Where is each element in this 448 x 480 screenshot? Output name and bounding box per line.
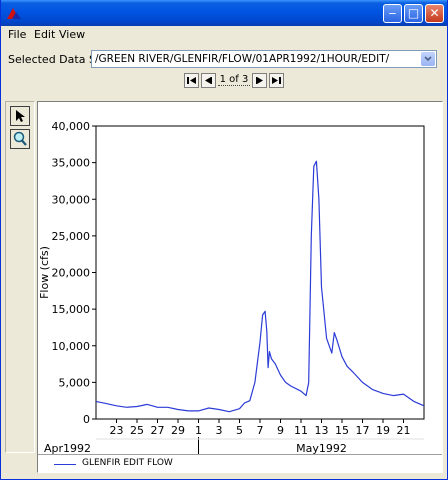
previous-page-icon bbox=[205, 77, 212, 84]
last-page-icon bbox=[272, 77, 281, 84]
dataset-select[interactable]: /GREEN RIVER/GLENFIR/FLOW/01APR1992/1HOU… bbox=[91, 50, 437, 68]
x-tick-label: 25 bbox=[130, 424, 144, 437]
tool-strip bbox=[5, 101, 35, 453]
page-indicator: 1 of 3 bbox=[218, 74, 250, 86]
zoom-tool-button[interactable] bbox=[10, 129, 30, 149]
y-tick-label: 40,000 bbox=[52, 120, 91, 133]
y-tick-label: 0 bbox=[83, 413, 90, 426]
x-tick-label: 13 bbox=[315, 424, 329, 437]
x-tick-label: 11 bbox=[294, 424, 308, 437]
minimize-button[interactable]: ‒ bbox=[383, 4, 402, 23]
x-tick-label: 1 bbox=[195, 424, 202, 437]
y-tick-label: 5,000 bbox=[59, 376, 91, 389]
x-tick-label: 21 bbox=[397, 424, 411, 437]
cursor-arrow-icon bbox=[16, 110, 25, 122]
x-tick-label: 7 bbox=[257, 424, 264, 437]
y-tick-label: 30,000 bbox=[52, 193, 91, 206]
menu-file[interactable]: File bbox=[8, 28, 27, 41]
y-tick-label: 15,000 bbox=[52, 303, 91, 316]
first-page-button[interactable] bbox=[184, 73, 199, 88]
chart: 0 5,000 10,000 15,000 20,000 25,000 30,000 35,0… bbox=[38, 120, 425, 454]
dataset-value: /GREEN RIVER/GLENFIR/FLOW/01APR1992/1HOU… bbox=[95, 53, 390, 65]
x-tick-label: 3 bbox=[216, 424, 223, 437]
minimize-icon: ‒ bbox=[388, 6, 397, 20]
legend-label: GLENFIR EDIT FLOW bbox=[82, 458, 173, 468]
app-logo-icon bbox=[7, 8, 21, 19]
y-tick-label: 25,000 bbox=[52, 230, 91, 243]
chevron-down-icon bbox=[424, 56, 432, 62]
dropdown-button[interactable] bbox=[421, 52, 435, 66]
previous-page-button[interactable] bbox=[201, 73, 216, 88]
x-tick-label: 9 bbox=[277, 424, 284, 437]
next-page-button[interactable] bbox=[252, 73, 267, 88]
menu-view[interactable]: View bbox=[59, 28, 86, 41]
plot-panel: 0 5,000 10,000 15,000 20,000 25,000 30,000 35,0… bbox=[37, 101, 443, 473]
next-page-icon bbox=[256, 77, 263, 84]
close-icon: ✕ bbox=[429, 6, 440, 20]
x-tick-label: 5 bbox=[236, 424, 243, 437]
magnifier-icon bbox=[13, 131, 27, 146]
maximize-button[interactable]: □ bbox=[404, 4, 423, 23]
pointer-tool-button[interactable] bbox=[10, 106, 30, 126]
maximize-icon: □ bbox=[407, 6, 420, 20]
y-tick-label: 35,000 bbox=[52, 157, 91, 170]
menu-bar: File Edit View bbox=[1, 26, 447, 44]
close-button[interactable]: ✕ bbox=[425, 4, 444, 23]
x-tick-label: 17 bbox=[356, 424, 370, 437]
series-line-glenfir-edit-flow bbox=[95, 160, 425, 413]
month-label: May1992 bbox=[296, 442, 347, 454]
x-tick-label: 29 bbox=[171, 424, 185, 437]
month-label: Apr1992 bbox=[44, 442, 91, 454]
y-axis-label: Flow (cfs) bbox=[38, 246, 51, 299]
title-bar[interactable]: ‒ □ ✕ bbox=[1, 0, 447, 26]
x-tick-label: 15 bbox=[335, 424, 349, 437]
y-tick-label: 10,000 bbox=[52, 340, 91, 353]
y-tick-label: 20,000 bbox=[52, 267, 91, 280]
last-page-button[interactable] bbox=[269, 73, 284, 88]
x-tick-label: 19 bbox=[376, 424, 390, 437]
dataset-label: Selected Data Set: bbox=[8, 53, 111, 66]
plot-area bbox=[95, 125, 425, 420]
x-tick-label: 27 bbox=[151, 424, 165, 437]
legend: GLENFIR EDIT FLOW bbox=[38, 454, 442, 473]
x-tick-label: 23 bbox=[110, 424, 124, 437]
legend-swatch bbox=[54, 464, 76, 465]
menu-edit[interactable]: Edit bbox=[34, 28, 56, 41]
first-page-icon bbox=[187, 77, 196, 84]
